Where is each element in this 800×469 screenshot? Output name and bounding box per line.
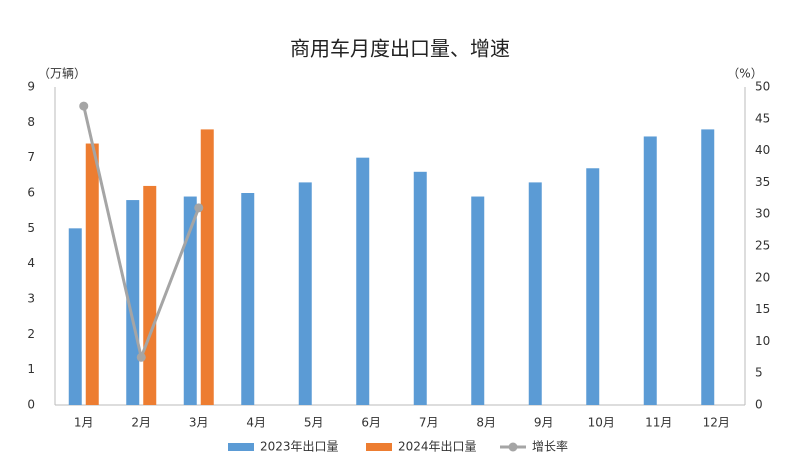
bar [643,136,657,405]
line-marker [136,352,146,362]
bar [356,157,370,405]
y2-tick-label: 15 [755,302,770,316]
x-tick-label: 10月 [588,416,615,430]
bar [528,182,542,405]
y-tick-label: 7 [27,150,35,164]
y2-tick-label: 35 [755,175,770,189]
bar [68,228,82,405]
y2-tick-label: 0 [755,398,763,412]
legend-label: 增长率 [532,439,568,454]
bar [701,129,715,405]
y-tick-label: 6 [27,186,35,200]
y2-tick-label: 40 [755,143,770,157]
y-tick-label: 2 [27,327,35,341]
y2-tick-label: 10 [755,334,770,348]
x-tick-label: 6月 [361,416,381,430]
x-tick-label: 8月 [476,416,496,430]
y2-tick-label: 5 [755,366,763,380]
x-tick-label: 5月 [304,416,324,430]
bar [413,171,427,405]
bar [183,196,197,405]
x-tick-label: 3月 [189,416,209,430]
bar [241,193,255,405]
x-tick-label: 4月 [246,416,266,430]
y2-tick-label: 25 [755,239,770,253]
bar [143,185,157,405]
y2-tick-label: 45 [755,111,770,125]
x-tick-label: 12月 [703,416,730,430]
y-axis-label: （万辆） [38,67,86,81]
legend-label: 2023年出口量 [260,440,339,454]
y-tick-label: 5 [27,221,35,235]
y-tick-label: 1 [27,362,35,376]
y-tick-label: 4 [27,256,35,270]
line-marker [79,101,89,111]
y2-axis-label: （%） [727,67,762,81]
y-tick-label: 0 [27,398,35,412]
y-tick-label: 8 [27,115,35,129]
x-tick-label: 11月 [645,416,672,430]
x-tick-label: 2月 [131,416,151,430]
legend-label: 2024年出口量 [398,440,477,454]
x-tick-label: 1月 [74,416,94,430]
y2-tick-label: 20 [755,270,770,284]
y-tick-label: 3 [27,292,35,306]
line [82,105,201,363]
y2-tick-label: 50 [755,80,770,94]
bar [126,200,140,405]
bar [200,129,214,405]
x-tick-label: 7月 [419,416,439,430]
line-marker [194,203,204,213]
y2-tick-label: 30 [755,207,770,221]
y-tick-label: 9 [27,80,35,94]
legend-swatch [508,442,518,452]
bar [586,168,600,405]
bar [85,143,99,406]
chart-title: 商用车月度出口量、增速 [290,37,510,61]
x-tick-label: 9月 [534,416,554,430]
legend-swatch [366,443,392,451]
bar [471,196,485,405]
legend-swatch [228,443,254,451]
bar [298,182,312,405]
